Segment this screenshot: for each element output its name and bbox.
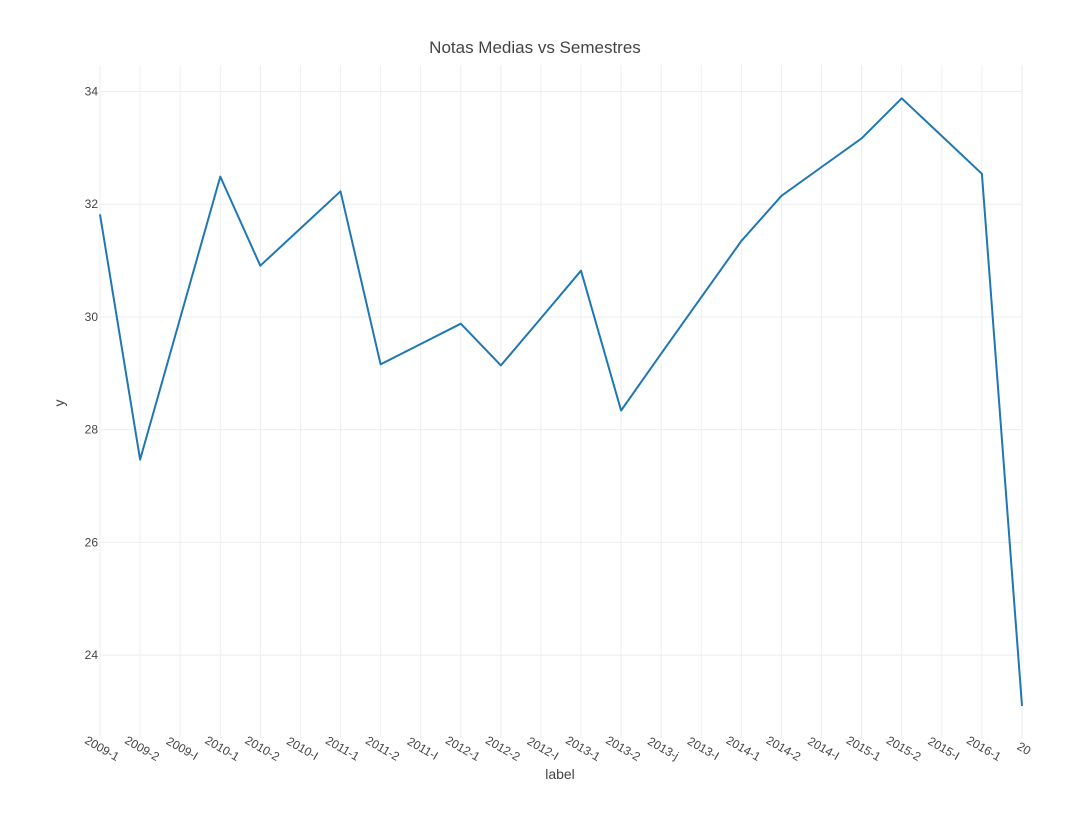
y-axis-title: y bbox=[51, 400, 67, 407]
y-tick-label: 26 bbox=[85, 535, 99, 549]
y-grid bbox=[100, 90, 1022, 656]
y-tick-labels: 24 26 28 30 32 34 bbox=[85, 84, 99, 662]
x-grid bbox=[99, 65, 1023, 738]
x-axis-title: label bbox=[545, 766, 575, 782]
chart-title: Notas Medias vs Semestres bbox=[429, 38, 641, 57]
y-tick-label: 24 bbox=[85, 648, 99, 662]
y-tick-label: 30 bbox=[85, 310, 99, 324]
x-tick-label: 20 bbox=[1015, 739, 1034, 758]
series-group bbox=[99, 97, 1023, 706]
y-tick-label: 28 bbox=[85, 423, 99, 437]
y-tick-label: 32 bbox=[85, 197, 99, 211]
y-tick-label: 34 bbox=[85, 84, 99, 98]
series-line bbox=[99, 97, 1023, 706]
